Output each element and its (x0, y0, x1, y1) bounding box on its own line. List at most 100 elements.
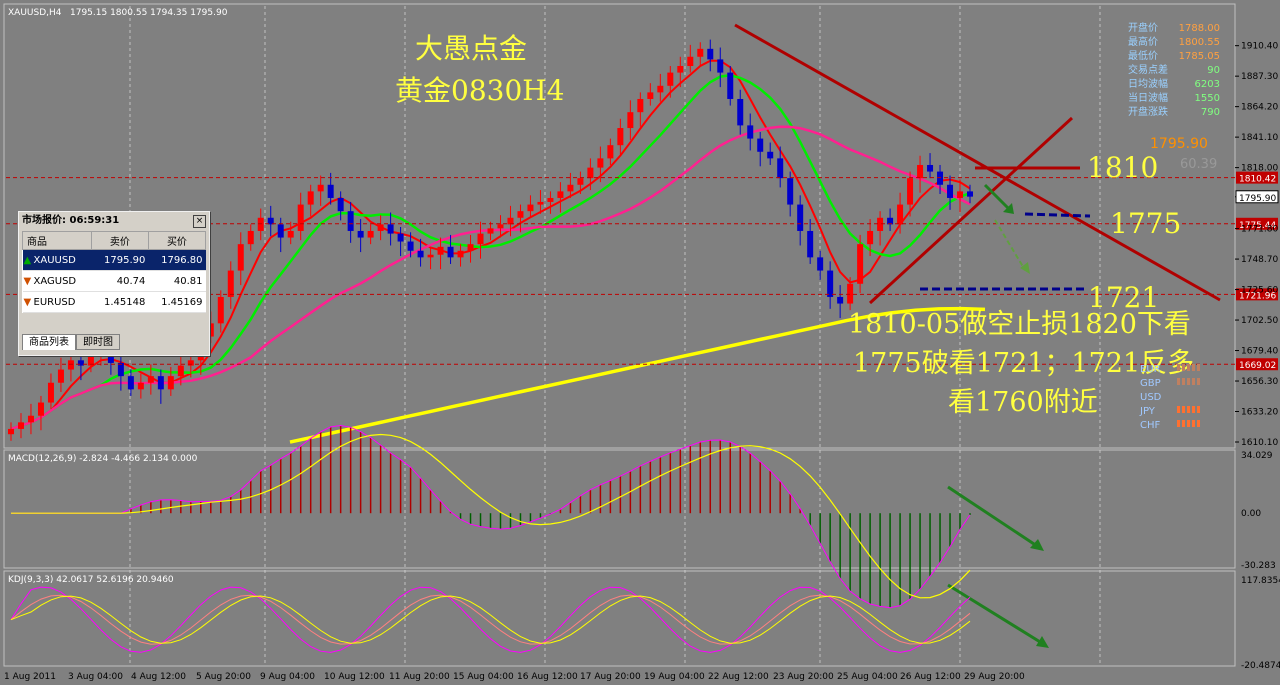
candle-body (337, 197, 344, 212)
candle-body (667, 72, 674, 86)
candle-body (287, 230, 294, 238)
x-tick-label: 3 Aug 04:00 (68, 672, 123, 682)
candle-body (567, 184, 574, 192)
candle-body (427, 254, 434, 258)
arrow-down-icon: ▼ (23, 275, 32, 287)
kdj-d-line (10, 595, 971, 644)
candle-body (537, 201, 544, 205)
market-watch-table: 商品 卖价 买价 ▲ XAUUSD 1795.90 1796.80 ▼ XAGUSD… (22, 231, 207, 313)
candle-body (377, 224, 384, 231)
candle-body (77, 360, 84, 366)
candle-body (117, 362, 124, 377)
title-line2: 黄金0830H4 (395, 74, 565, 107)
candle-body (617, 128, 624, 146)
y-tick-label: 1633.20 (1241, 408, 1278, 418)
candle-body (497, 224, 504, 229)
candle-body (217, 296, 224, 324)
market-watch-window[interactable]: 市场报价: 06:59:31 × 商品 卖价 买价 ▲ XAUUSD 1795.9… (18, 211, 210, 356)
last-price-tag (1235, 190, 1279, 204)
tab-symbols[interactable]: 商品列表 (22, 334, 76, 350)
tab-tick-chart[interactable]: 即时图 (76, 334, 120, 350)
note-line2: 1775破看1721；1721反多 (853, 348, 1194, 379)
level-tag-label: 1669.02 (1239, 361, 1276, 371)
table-row[interactable]: ▼ XAGUSD 40.74 40.81 (22, 270, 206, 292)
currency-label: GBP (1140, 378, 1161, 389)
arrow-down-1 (983, 183, 1012, 212)
arrow-down-icon: ▼ (23, 296, 32, 308)
candle-body (387, 224, 394, 234)
candle-body (807, 230, 814, 258)
macd-tick-label: 0.00 (1241, 509, 1261, 519)
stat-label: 日均波幅 (1128, 77, 1168, 90)
arrow-down-2 (994, 219, 1026, 271)
x-tick-label: 1 Aug 2011 (4, 672, 56, 682)
table-row[interactable]: ▼ EURUSD 1.45148 1.45169 (22, 291, 206, 313)
kdj-tick-label: 117.8354 (1241, 576, 1280, 586)
candle-body (517, 211, 524, 218)
x-tick-label: 11 Aug 20:00 (389, 672, 450, 682)
stat-label: 当日波幅 (1128, 91, 1168, 104)
candle-body (947, 184, 954, 198)
ohlc-label: 1795.15 1800.55 1794.35 1795.90 (70, 8, 228, 18)
candle-body (967, 191, 974, 197)
x-tick-label: 23 Aug 20:00 (773, 672, 834, 682)
candle-body (17, 422, 24, 429)
y-tick-label: 1679.40 (1241, 347, 1278, 357)
candle-body (847, 283, 854, 304)
candle-body (417, 250, 424, 258)
macd-label: MACD(12,26,9) -2.824 -4.466 2.134 0.000 (8, 454, 198, 464)
candle-body (677, 65, 684, 73)
currency-bar (1187, 420, 1190, 427)
currency-bar (1182, 378, 1185, 385)
candle-body (937, 171, 944, 185)
x-tick-label: 26 Aug 12:00 (900, 672, 961, 682)
candle-body (297, 204, 304, 231)
level-tag (1236, 358, 1278, 371)
y-tick-label: 1841.10 (1241, 133, 1278, 143)
kdj-label: KDJ(9,3,3) 42.0617 52.6196 20.9460 (8, 575, 174, 585)
currency-bar (1177, 378, 1180, 385)
candle-body (877, 217, 884, 231)
candle-body (857, 244, 864, 284)
candle-body (7, 428, 14, 435)
arrow-up-icon: ▲ (23, 254, 32, 266)
candle-body (887, 217, 894, 225)
candle-body (587, 167, 594, 179)
level-tag-label: 1721.96 (1239, 291, 1276, 301)
candle-body (867, 230, 874, 245)
stat-value: 1785.05 (1179, 51, 1220, 62)
x-tick-label: 25 Aug 04:00 (837, 672, 898, 682)
table-row[interactable]: ▲ XAUUSD 1795.90 1796.80 (22, 249, 206, 271)
stat-value: 90 (1207, 65, 1220, 76)
kdj-tick-label: -20.4874 (1241, 661, 1280, 671)
candle-body (717, 59, 724, 73)
candle-body (137, 382, 144, 390)
candle-body (527, 204, 534, 212)
candle-body (127, 376, 134, 390)
candle-body (727, 72, 734, 99)
level-1775-text: 1775 (1110, 207, 1181, 240)
candle-body (457, 250, 464, 258)
col-bid[interactable]: 卖价 (90, 231, 149, 250)
currency-bar (1197, 364, 1200, 371)
stat-value: 790 (1201, 107, 1220, 118)
currency-bar (1197, 406, 1200, 413)
currency-bar (1182, 364, 1185, 371)
level-tag (1236, 171, 1278, 184)
candle-body (907, 178, 914, 205)
stat-value: 1788.00 (1179, 23, 1220, 34)
col-symbol[interactable]: 商品 (22, 231, 92, 250)
close-icon[interactable]: × (193, 215, 206, 228)
candle-body (767, 151, 774, 159)
small-price: 60.39 (1180, 157, 1217, 172)
currency-bar (1197, 378, 1200, 385)
stat-label: 开盘涨跌 (1128, 105, 1168, 118)
symbol-label: XAUUSD,H4 (8, 8, 62, 18)
candle-body (507, 217, 514, 225)
candle-body (27, 415, 34, 423)
x-tick-label: 17 Aug 20:00 (580, 672, 641, 682)
col-ask[interactable]: 买价 (147, 231, 207, 250)
currency-bar (1182, 406, 1185, 413)
candle-body (267, 217, 274, 225)
